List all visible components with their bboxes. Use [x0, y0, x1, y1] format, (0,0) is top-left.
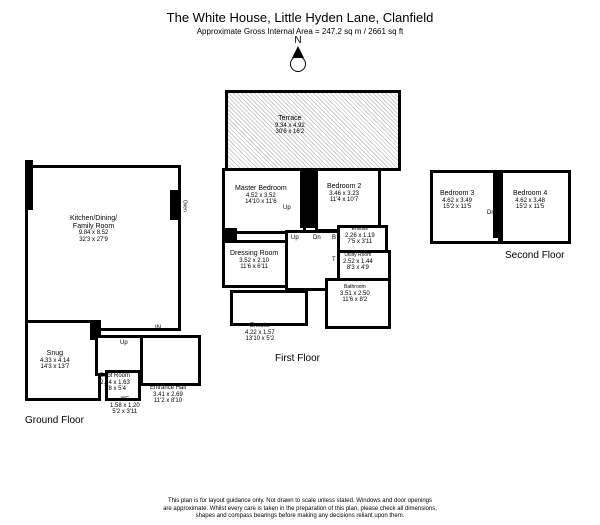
disclaimer: This plan is for layout guidance only. N…	[0, 498, 600, 520]
room-name: Dressing Room	[230, 250, 278, 258]
room-name: Master Bedroom	[235, 185, 287, 193]
room-dims-ft: 30'6 x 16'2	[275, 129, 305, 136]
room-name: Snug	[40, 350, 70, 358]
floorplan-canvas: Terrace 9.34 x 4.92 30'6 x 16'2 Kitchen/…	[15, 75, 575, 455]
room-dims-ft: 11'6 x 6'11	[230, 264, 278, 271]
dn-label: Dn	[313, 235, 321, 242]
room-dims-m: 3.41 x 2.69	[150, 392, 186, 399]
disclaimer-line: This plan is for layout guidance only. N…	[0, 498, 600, 505]
kitchen-outline	[25, 165, 181, 331]
room-dims-ft: 15'2 x 11'5	[440, 204, 474, 211]
room-dims-ft: 11'6 x 8'2	[340, 297, 370, 304]
room-dims-ft: 32'3 x 27'9	[70, 237, 117, 244]
room-name: Boot Room	[100, 373, 130, 380]
t-label: T	[332, 257, 336, 264]
room-dims-m: 9.84 x 8.52	[70, 230, 117, 237]
room-dims-m: 3.46 x 3.23	[327, 191, 361, 198]
wall	[300, 168, 315, 228]
second-floor-label: Second Floor	[505, 250, 564, 261]
room-dims-m: 2.52 x 1.44	[343, 259, 373, 266]
bed4-label: Bedroom 4 4.62 x 3.48 15'2 x 11'5	[513, 190, 547, 211]
wall	[493, 170, 503, 238]
room-dims-ft: 14'10 x 11'6	[235, 199, 287, 206]
room-name: Bathroom	[340, 285, 370, 291]
wall	[222, 228, 237, 243]
ensuite1-label: Ensuite 4.22 x 1.57 13'10 x 5'2	[245, 323, 275, 343]
room-dims-m: 3.51 x 2.50	[340, 291, 370, 298]
room-dims-ft: 5'2 x 3'11	[110, 409, 140, 416]
compass-circle-icon	[290, 56, 306, 72]
wall	[90, 320, 98, 340]
terrace-region	[225, 90, 401, 171]
page-title: The White House, Little Hyden Lane, Clan…	[10, 10, 590, 25]
up-label2: Up	[283, 205, 291, 212]
room-dims-ft: 7'5 x 3'11	[345, 239, 375, 246]
room-dims-ft: 14'3 x 13'7	[40, 364, 70, 371]
dressing-label: Dressing Room 3.52 x 2.10 11'6 x 6'11	[230, 250, 278, 271]
room-dims-m: 3.52 x 2.10	[230, 258, 278, 265]
room-name: Ensuite	[245, 323, 275, 330]
up-label3: Up	[291, 235, 299, 242]
up-label: Up	[120, 340, 128, 347]
wall	[170, 190, 178, 220]
disclaimer-line: shapes and compass bearings before makin…	[0, 513, 600, 520]
wc-label: WC 1.58 x 1.20 5'2 x 3'11	[110, 397, 140, 416]
oven-label: Oven	[181, 200, 187, 212]
room-dims-m: 2.34 x 1.63	[100, 380, 130, 387]
entrance-outline	[140, 335, 201, 386]
room-name: Entrance Hall	[150, 385, 186, 392]
ensuite2-label: Ensuite 2.26 x 1.19 7'5 x 3'11	[345, 227, 375, 246]
room-dims-m: 1.58 x 1.20	[110, 403, 140, 410]
room-dims-m: 4.22 x 1.57	[245, 330, 275, 337]
bathroom-label: Bathroom 3.51 x 2.50 11'6 x 8'2	[340, 285, 370, 304]
wall	[25, 160, 33, 210]
room-dims-m: 9.34 x 4.92	[275, 123, 305, 130]
room-dims-ft: 13'10 x 5'2	[245, 336, 275, 343]
disclaimer-line: are approximate. Whilst every care is ta…	[0, 506, 600, 513]
room-dims-m: 4.62 x 3.48	[513, 198, 547, 205]
first-floor-label: First Floor	[275, 353, 320, 364]
room-dims-m: 4.52 x 3.52	[235, 193, 287, 200]
ground-floor-label: Ground Floor	[25, 415, 84, 426]
room-name: Bedroom 4	[513, 190, 547, 198]
room-name: Terrace	[275, 115, 305, 123]
room-dims-m: 4.62 x 3.49	[440, 198, 474, 205]
in-label: IN	[155, 325, 161, 332]
room-dims-ft: 15'2 x 11'5	[513, 204, 547, 211]
compass-label: N	[290, 35, 306, 46]
room-dims-m: 4.33 x 4.14	[40, 358, 70, 365]
room-name: Bedroom 2	[327, 183, 361, 191]
master-label: Master Bedroom 4.52 x 3.52 14'10 x 11'6	[235, 185, 287, 206]
ensuite1-outline	[230, 290, 308, 326]
dn-label2: Dn	[487, 210, 495, 217]
boot-label: Boot Room 2.34 x 1.63 7'8 x 5'4	[100, 373, 130, 393]
room-name: Utility Room	[343, 253, 373, 259]
kitchen-label: Kitchen/Dining/ Family Room 9.84 x 8.52 …	[70, 215, 117, 244]
room-name: Kitchen/Dining/ Family Room	[70, 215, 117, 230]
compass: N	[290, 35, 306, 72]
utility-label: Utility Room 2.52 x 1.44 8'3 x 4'9	[343, 253, 373, 272]
bed3-label: Bedroom 3 4.62 x 3.49 15'2 x 11'5	[440, 190, 474, 211]
room-dims-ft: 11'4 x 10'7	[327, 197, 361, 204]
entrance-label: Entrance Hall 3.41 x 2.69 11'2 x 8'10	[150, 385, 186, 405]
bed2-label: Bedroom 2 3.46 x 3.23 11'4 x 10'7	[327, 183, 361, 204]
terrace-label: Terrace 9.34 x 4.92 30'6 x 16'2	[275, 115, 305, 136]
snug-label: Snug 4.33 x 4.14 14'3 x 13'7	[40, 350, 70, 371]
room-dims-ft: 8'3 x 4'9	[343, 265, 373, 272]
b-label: B	[332, 235, 336, 242]
room-dims-ft: 7'8 x 5'4	[100, 386, 130, 393]
room-name: Bedroom 3	[440, 190, 474, 198]
room-dims-ft: 11'2 x 8'10	[150, 398, 186, 405]
room-dims-m: 2.26 x 1.19	[345, 233, 375, 240]
